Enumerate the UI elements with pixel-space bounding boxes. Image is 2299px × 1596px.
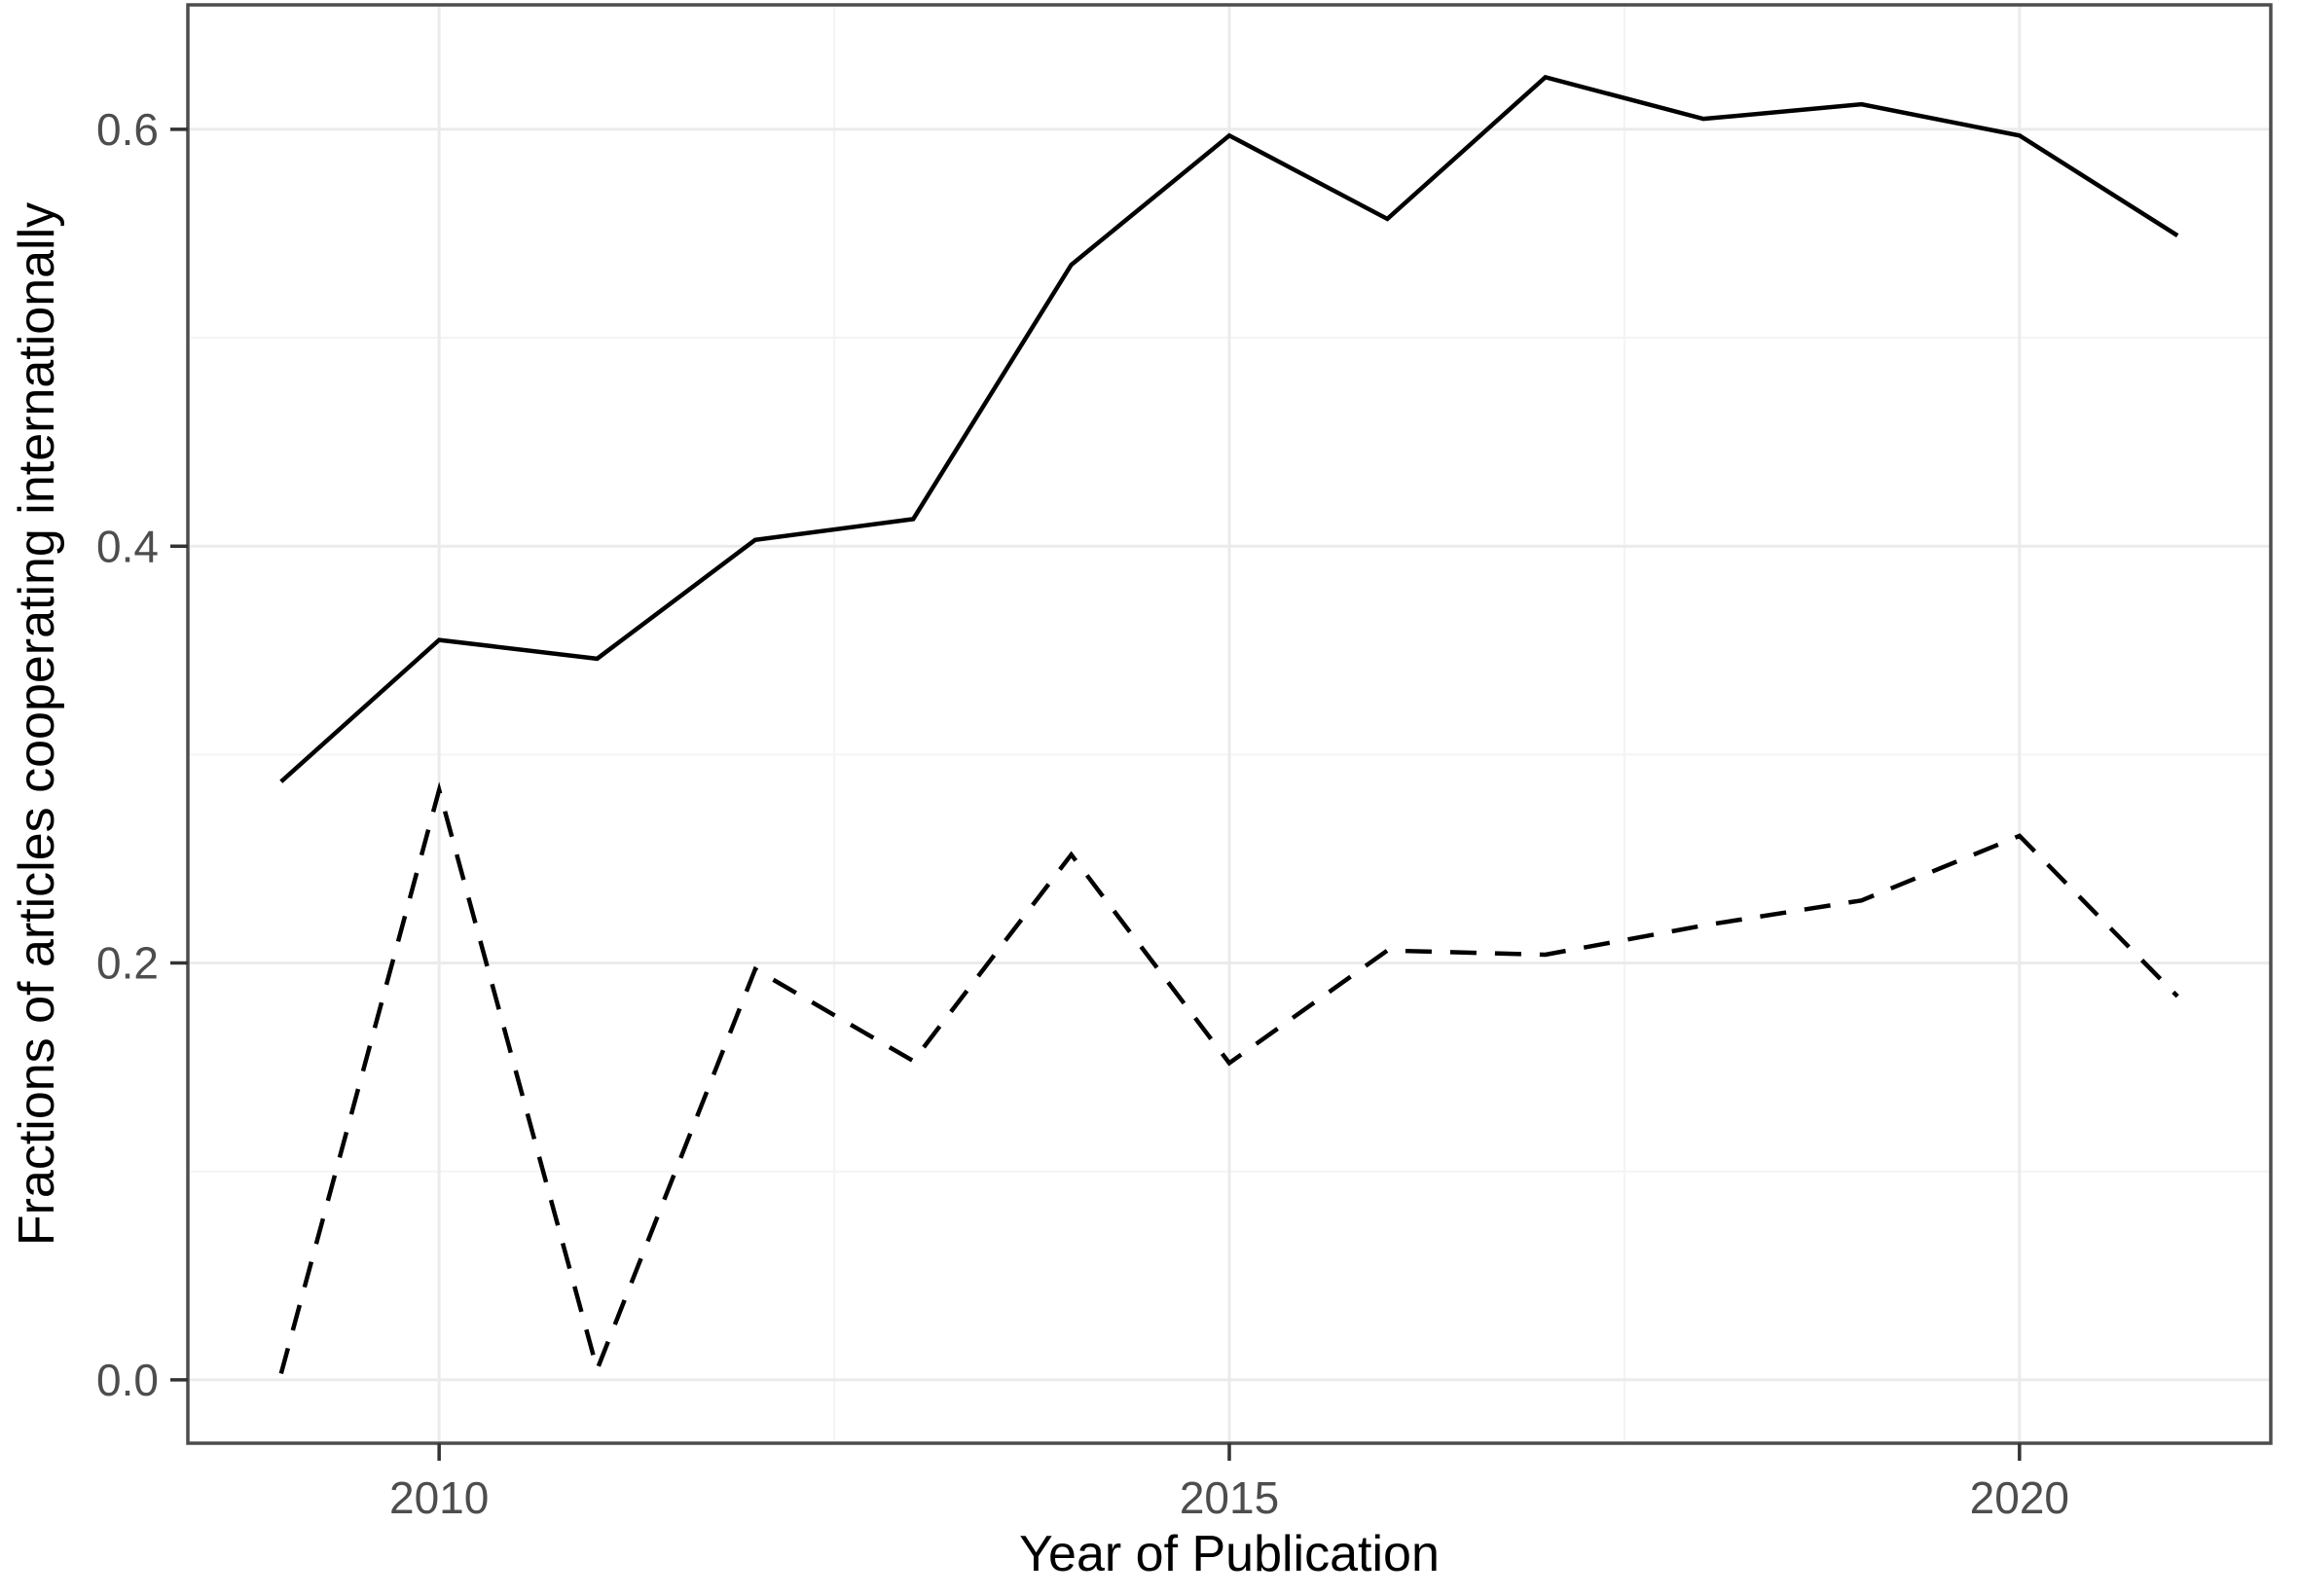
fraction-cooperating-internationally-solid-line bbox=[279, 74, 2179, 783]
x-tick-label: 2020 bbox=[1970, 1472, 2069, 1523]
x-axis-title: Year of Publication bbox=[1019, 1526, 1440, 1582]
series-layer bbox=[278, 74, 2179, 1377]
y-tick-label: 0.2 bbox=[96, 938, 159, 989]
y-tick-label: 0.0 bbox=[96, 1355, 159, 1405]
x-tick-label: 2015 bbox=[1180, 1472, 1279, 1523]
x-tick-label: 2010 bbox=[389, 1472, 489, 1523]
y-tick-label: 0.4 bbox=[96, 521, 159, 571]
gridline-layer bbox=[188, 5, 2271, 1443]
y-axis-title: Fractions of articles cooperating intern… bbox=[9, 202, 65, 1246]
axis-layer: 2010 2015 2020 0.0 0.2 0.4 0.6 bbox=[96, 3, 2273, 1523]
y-tick-label: 0.6 bbox=[96, 104, 159, 155]
fraction-cooperating-internationally-dashed-line bbox=[278, 781, 2179, 1377]
